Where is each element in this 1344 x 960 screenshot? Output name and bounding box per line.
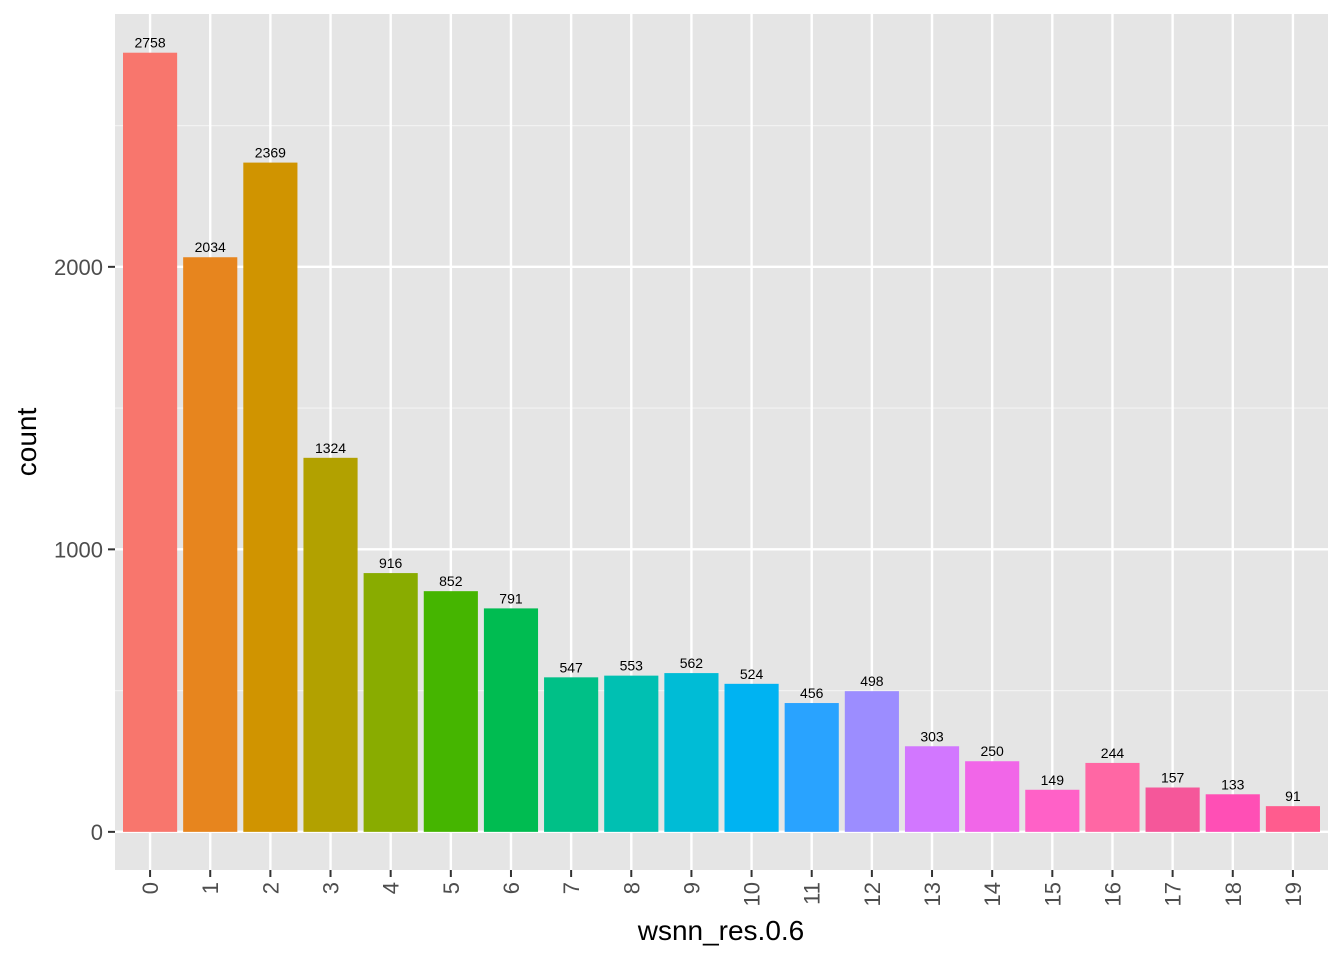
bar	[243, 162, 298, 832]
x-tick-label: 7	[559, 882, 584, 894]
bar	[303, 457, 358, 832]
x-tick-label: 1	[198, 882, 223, 894]
bar	[483, 608, 539, 832]
data-label: 157	[1161, 770, 1185, 786]
data-label: 149	[1041, 772, 1065, 788]
bar	[183, 257, 238, 832]
data-label: 524	[740, 666, 764, 682]
x-axis-title: wsnn_res.0.6	[637, 915, 805, 946]
bar	[904, 746, 960, 832]
bar	[844, 691, 899, 832]
data-label: 562	[680, 655, 704, 671]
data-label: 553	[620, 658, 644, 674]
x-tick-label: 13	[920, 882, 945, 906]
x-tick-label: 10	[740, 882, 765, 906]
x-tick-label: 0	[138, 882, 163, 894]
data-label: 2034	[195, 239, 226, 255]
bar	[1145, 787, 1200, 832]
bar	[1265, 806, 1320, 832]
x-tick-label: 15	[1040, 882, 1065, 906]
x-tick-label: 8	[619, 882, 644, 894]
bar	[784, 703, 839, 832]
bar	[724, 683, 779, 832]
x-tick-label: 5	[439, 882, 464, 894]
x-tick-label: 19	[1281, 882, 1306, 906]
bar	[1085, 762, 1140, 832]
data-label: 456	[800, 685, 824, 701]
y-tick-label: 1000	[54, 537, 103, 562]
data-label: 791	[499, 590, 523, 606]
y-tick-label: 2000	[54, 255, 103, 280]
bar	[363, 573, 418, 832]
data-label: 91	[1285, 788, 1301, 804]
y-axis-title: count	[11, 408, 42, 477]
x-tick-label: 14	[980, 882, 1005, 906]
bars	[123, 52, 1320, 832]
data-label: 2369	[255, 145, 286, 161]
data-label: 2758	[134, 35, 165, 51]
data-label: 852	[439, 573, 463, 589]
bar	[544, 677, 599, 832]
x-tick-label: 12	[860, 882, 885, 906]
bar	[423, 591, 478, 832]
x-tick-label: 11	[800, 882, 825, 905]
data-label: 916	[379, 555, 403, 571]
data-label: 303	[920, 728, 944, 744]
bar	[123, 52, 178, 832]
data-label: 250	[980, 743, 1004, 759]
x-tick-label: 4	[379, 882, 404, 894]
data-label: 1324	[315, 440, 346, 456]
x-tick-label: 6	[499, 882, 524, 894]
x-tick-label: 3	[319, 882, 344, 894]
x-tick-label: 16	[1100, 882, 1125, 906]
data-label: 547	[559, 659, 583, 675]
x-tick-label: 2	[258, 882, 283, 894]
data-label: 133	[1221, 776, 1245, 792]
data-label: 244	[1101, 745, 1125, 761]
bar	[1205, 794, 1260, 832]
bar	[604, 675, 659, 832]
x-tick-label: 17	[1161, 882, 1186, 906]
bar	[664, 673, 719, 832]
x-tick-label: 9	[679, 882, 704, 894]
data-labels: 2758 2034 2369 1324 916 852 791 547 553 562 524 456…	[134, 35, 1300, 804]
x-tick-label: 18	[1221, 882, 1246, 906]
bar	[965, 761, 1020, 832]
data-label: 498	[860, 673, 884, 689]
y-tick-label: 0	[91, 820, 103, 845]
bar	[1025, 789, 1080, 832]
